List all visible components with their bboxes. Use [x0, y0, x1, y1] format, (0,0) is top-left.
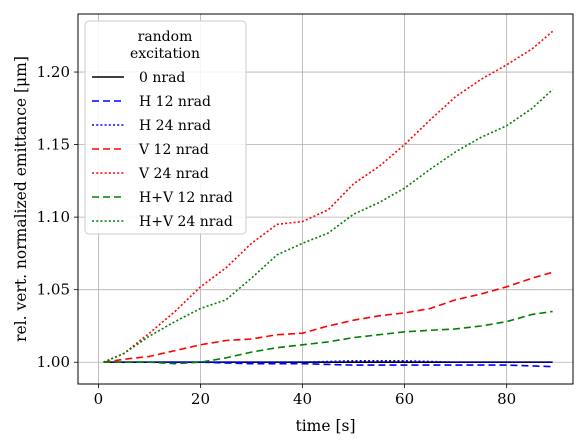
legend-label: V 12 nrad — [138, 142, 209, 158]
y-tick-label: 1.00 — [37, 353, 70, 371]
legend-label: H+V 24 nrad — [139, 214, 233, 230]
y-tick-label: 1.05 — [37, 281, 70, 299]
series-line — [103, 271, 553, 363]
legend-title-line2: excitation — [130, 46, 200, 62]
x-ticks: 0 20 40 60 80 — [94, 384, 516, 408]
x-tick-label: 20 — [191, 390, 210, 408]
y-ticks: 1.00 1.05 1.10 1.15 1.20 — [37, 63, 78, 371]
y-tick-label: 1.20 — [37, 63, 70, 81]
x-tick-label: 60 — [395, 390, 414, 408]
legend-label: H 24 nrad — [139, 118, 211, 134]
legend: random excitation 0 nrad H 12 nrad H 24 nr… — [84, 20, 247, 235]
y-tick-label: 1.10 — [37, 208, 70, 226]
plot-frame — [77, 13, 574, 385]
legend-label: H 12 nrad — [139, 94, 211, 110]
x-tick-label: 40 — [293, 390, 312, 408]
legend-box — [84, 20, 247, 235]
legend-label: V 24 nrad — [138, 166, 209, 182]
series-line — [103, 30, 554, 363]
series-line — [103, 88, 554, 363]
legend-label: 0 nrad — [139, 70, 185, 86]
y-tick-label: 1.15 — [37, 136, 70, 154]
series-line — [103, 359, 553, 364]
legend-entries: 0 nrad H 12 nrad H 24 nrad V 12 nrad V 24 nr… — [92, 70, 233, 230]
x-axis-label: time [s] — [295, 417, 355, 435]
legend-title-line1: random — [138, 29, 193, 45]
plot-series — [103, 30, 554, 368]
x-tick-label: 0 — [94, 390, 104, 408]
series-line — [103, 310, 553, 365]
legend-label: H+V 12 nrad — [139, 190, 233, 206]
y-axis-label: rel. vert. normalized emittance [μm] — [12, 56, 30, 342]
x-tick-label: 80 — [497, 390, 516, 408]
